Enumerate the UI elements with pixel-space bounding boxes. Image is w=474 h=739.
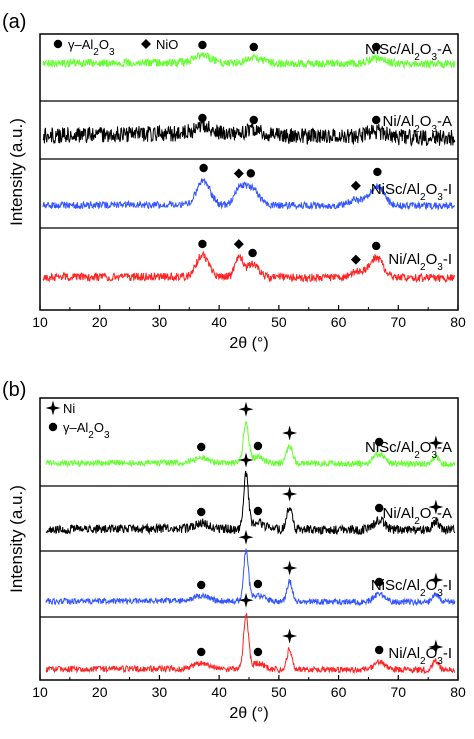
series-label: NiSc/Al2O3-A (365, 41, 452, 63)
peak-marker-diamond (350, 254, 361, 265)
x-axis-label: 2θ (°) (229, 705, 268, 722)
legend-diamond-icon (141, 39, 151, 49)
series-label: NiSc/Al2O3-I (371, 577, 452, 599)
peak-marker-circle (197, 647, 206, 657)
x-tick-label: 30 (152, 684, 168, 700)
peak-marker-star (428, 435, 444, 451)
peak-marker-diamond (350, 180, 361, 191)
peak-marker-circle (371, 115, 381, 125)
x-tick-label: 10 (32, 314, 48, 330)
peak-marker-circle (371, 241, 381, 251)
peak-marker-circle (249, 42, 258, 52)
peak-marker-circle (374, 577, 384, 587)
peak-marker-circle (198, 113, 207, 123)
x-tick-label: 80 (450, 314, 466, 330)
peak-marker-circle (198, 40, 207, 50)
x-tick-label: 10 (32, 684, 48, 700)
legend-label: γ–Al2O3 (63, 420, 110, 441)
x-tick-label: 20 (92, 684, 108, 700)
x-tick-label: 80 (450, 684, 466, 700)
peak-marker-circle (253, 506, 263, 516)
peak-marker-circle (249, 115, 258, 125)
series-line (42, 251, 456, 284)
peak-marker-circle (248, 248, 257, 258)
peak-marker-diamond (233, 239, 244, 250)
peak-marker-star (282, 560, 298, 576)
peak-marker-star (428, 639, 444, 655)
series-label: NiSc/Al2O3-I (371, 181, 452, 203)
x-tick-label: 50 (271, 314, 287, 330)
series-label: NiSc/Al2O3-A (365, 439, 452, 461)
peak-marker-star (282, 425, 298, 441)
peak-marker-star (282, 486, 298, 502)
x-tick-label: 70 (390, 684, 406, 700)
x-tick-label: 60 (331, 684, 347, 700)
legend-label: NiO (156, 37, 178, 52)
peak-marker-circle (253, 441, 263, 451)
peak-marker-diamond (233, 168, 244, 179)
peak-marker-star (238, 529, 254, 545)
panel-a: 10 20 30 40 50 60 70 80 2θ (°) Intensity (a.u.) (a… (2, 11, 466, 352)
series-label: Ni/Al2O3-I (388, 645, 452, 667)
peak-marker-star (428, 572, 444, 588)
x-axis-label: 2θ (°) (229, 335, 268, 352)
series-line (45, 547, 456, 607)
x-tick-label: 20 (92, 314, 108, 330)
peak-marker-circle (371, 42, 381, 52)
legend-circle-icon (48, 422, 58, 432)
series-line (45, 421, 456, 469)
series-line (42, 118, 456, 147)
y-axis-label: Intensity (a.u.) (7, 485, 26, 593)
peak-marker-circle (374, 437, 384, 447)
peak-marker-circle (197, 442, 206, 452)
x-tick-label: 40 (211, 684, 227, 700)
series-line (45, 613, 456, 675)
series-line (42, 177, 455, 211)
x-tick-label: 70 (390, 314, 406, 330)
peak-marker-star (282, 628, 298, 644)
y-axis-label: Intensity (a.u.) (7, 118, 26, 226)
series-label: Ni/Al2O3-I (388, 251, 452, 273)
peak-marker-circle (253, 579, 263, 589)
series-line (45, 470, 456, 536)
series-line (42, 52, 456, 70)
peak-marker-circle (197, 580, 206, 590)
series-label: Ni/Al2O3-A (383, 113, 452, 135)
peak-marker-circle (198, 239, 207, 249)
peak-marker-circle (253, 647, 263, 657)
peak-marker-circle (246, 169, 255, 178)
legend-label: Ni (63, 401, 75, 416)
legend-circle-icon (53, 39, 63, 49)
peak-marker-circle (374, 645, 384, 655)
x-tick-label: 40 (211, 314, 227, 330)
legend-star-icon (45, 400, 61, 416)
series-label: Ni/Al2O3-A (383, 505, 452, 527)
x-tick-label: 60 (331, 314, 347, 330)
panel-b: 10 20 30 40 50 60 70 80 2θ (°) Intensity (a.u.) (b… (2, 379, 466, 722)
peak-marker-circle (374, 503, 384, 513)
peak-marker-star (238, 452, 254, 468)
peak-marker-star (238, 592, 254, 608)
legend-label: γ–Al2O3 (68, 37, 115, 58)
panel-label: (a) (2, 11, 26, 33)
x-tick-label: 50 (271, 684, 287, 700)
peak-marker-star (428, 499, 444, 515)
x-tick-label: 30 (152, 314, 168, 330)
peak-marker-star (238, 401, 254, 417)
peak-marker-circle (199, 163, 208, 173)
peak-marker-circle (197, 507, 206, 517)
panel-label: (b) (2, 379, 26, 401)
peak-marker-circle (373, 167, 382, 177)
